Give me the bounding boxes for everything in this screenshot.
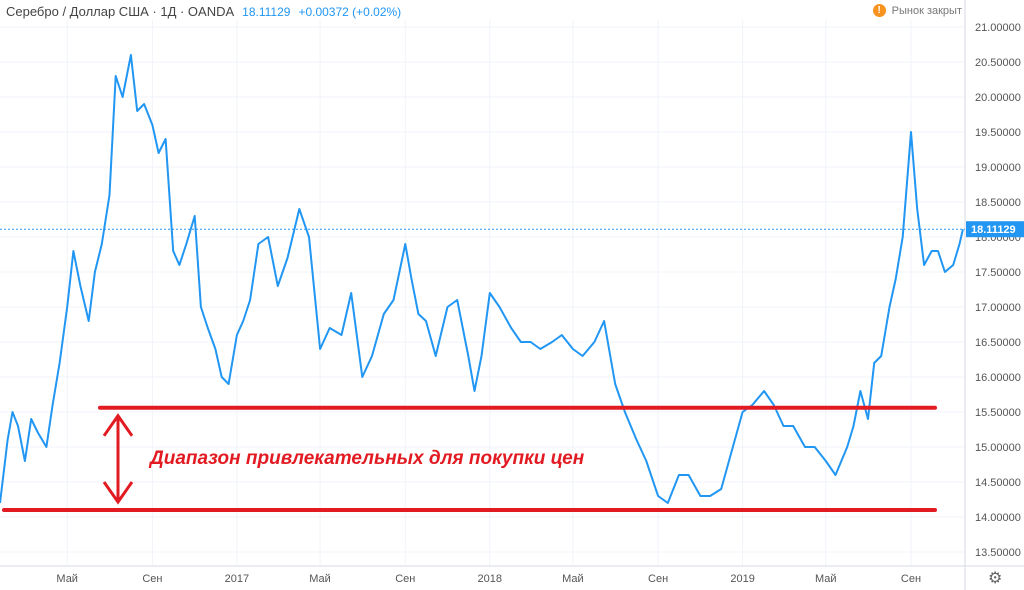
y-axis: 13.50000 14.00000 14.50000 15.00000 15.50000… <box>966 22 1024 559</box>
last-price-value: 18.11129 <box>242 4 291 19</box>
last-price-label: 18.11129 <box>971 224 1016 236</box>
x-tick-label: Май <box>562 573 584 585</box>
gear-icon[interactable]: ⚙ <box>988 570 1003 587</box>
x-axis: Май Сен 2017 Май Сен 2018 Май Сен 2019 Май Сен <box>56 573 921 585</box>
x-tick-label: 2017 <box>225 573 249 585</box>
x-tick-label: 2019 <box>730 573 754 585</box>
market-status[interactable]: ! Рынок закрыт <box>872 4 962 17</box>
y-tick-label: 17.50000 <box>975 267 1021 279</box>
y-tick-label: 19.50000 <box>975 127 1021 139</box>
warning-icon: ! <box>872 4 886 17</box>
y-tick-label: 16.50000 <box>975 337 1021 349</box>
y-tick-label: 13.50000 <box>975 547 1021 559</box>
y-tick-label: 18.50000 <box>975 197 1021 209</box>
x-tick-label: Сен <box>901 573 921 585</box>
x-tick-label: Сен <box>142 573 162 585</box>
support-lines <box>2 405 937 512</box>
price-change: +0.00372 (+0.02%) <box>298 4 402 19</box>
y-tick-label: 14.00000 <box>975 512 1021 524</box>
range-arrow <box>102 413 134 505</box>
y-tick-label: 15.00000 <box>975 442 1021 454</box>
price-line <box>0 54 964 504</box>
x-tick-label: 2018 <box>478 573 502 585</box>
y-tick-label: 20.50000 <box>975 57 1021 69</box>
x-tick-label: Май <box>815 573 837 585</box>
market-status-text: Рынок закрыт <box>891 4 962 17</box>
y-tick-label: 19.00000 <box>975 162 1021 174</box>
arrow-head-up <box>102 413 134 437</box>
last-price-label-bg <box>966 221 1024 238</box>
y-tick-label: 17.00000 <box>975 302 1021 314</box>
y-tick-label: 16.00000 <box>975 372 1021 384</box>
x-tick-label: Сен <box>648 573 668 585</box>
x-tick-label: Сен <box>395 573 415 585</box>
symbol-title[interactable]: Серебро / Доллар США · 1Д · OANDA <box>6 4 235 19</box>
x-tick-label: Май <box>309 573 331 585</box>
y-tick-label: 20.00000 <box>975 92 1021 104</box>
y-tick-label: 14.50000 <box>975 477 1021 489</box>
y-tick-label: 15.50000 <box>975 407 1021 419</box>
arrow-head-down <box>102 481 134 505</box>
x-tick-label: Май <box>56 573 78 585</box>
y-tick-label: 21.00000 <box>975 22 1021 34</box>
chart-header: Серебро / Доллар США · 1Д · OANDA 18.111… <box>6 4 401 19</box>
range-annotation: Диапазон привлекательных для покупки цен <box>150 448 585 469</box>
